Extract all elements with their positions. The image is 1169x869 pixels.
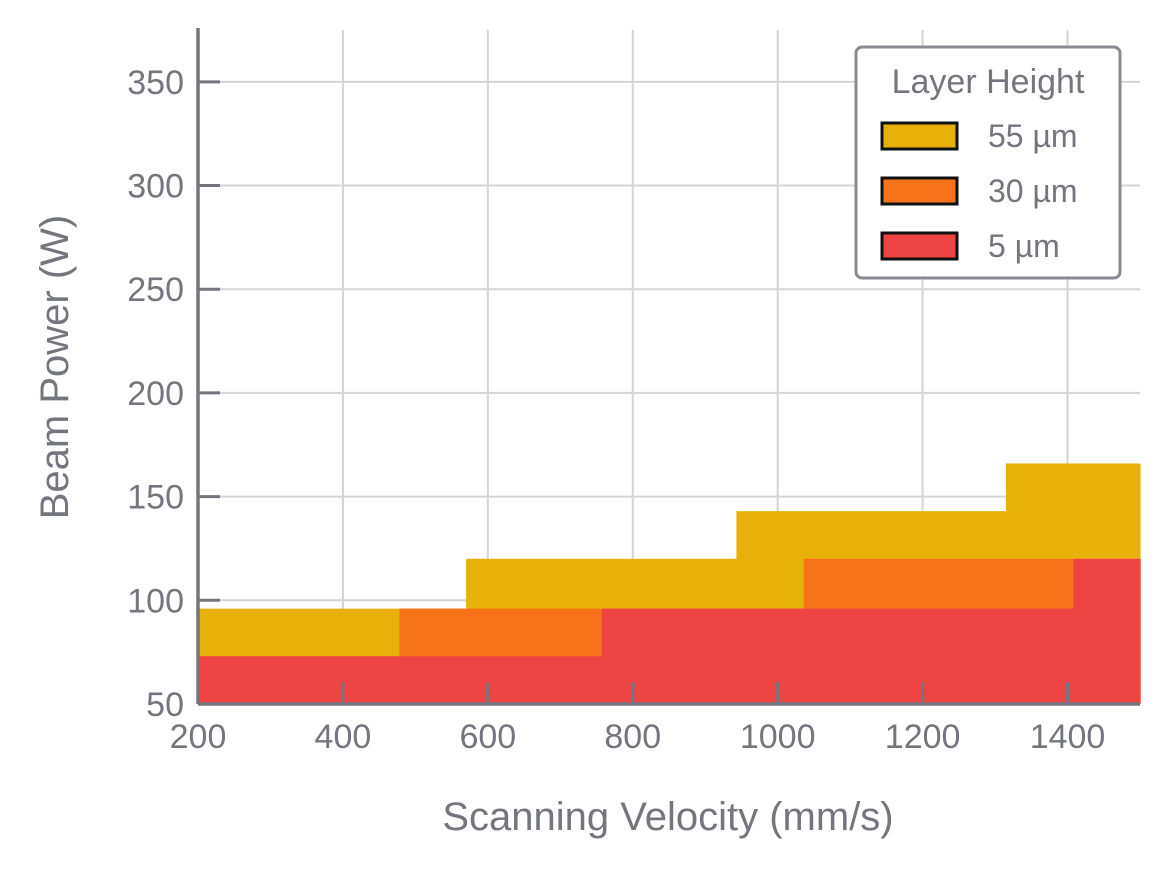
legend-title: Layer Height (892, 63, 1085, 101)
y-tick-label: 350 (127, 64, 184, 102)
x-ticks: 200 400 600 800 1000 1200 1400 (170, 682, 1106, 756)
x-tick-label: 800 (604, 718, 661, 756)
y-tick-label: 150 (127, 479, 184, 517)
y-tick-label: 200 (127, 375, 184, 413)
y-axis-title: Beam Power (W) (33, 215, 77, 520)
x-axis-title: Scanning Velocity (mm/s) (442, 795, 893, 839)
legend-swatch (880, 121, 959, 151)
y-ticks: 50 100 150 200 250 300 350 (127, 64, 220, 724)
legend: Layer Height 55 µm 30 µm 5 µm (854, 45, 1122, 280)
x-tick-label: 1400 (1030, 718, 1106, 756)
legend-label: 30 µm (988, 173, 1078, 209)
plot-areas (198, 463, 1141, 704)
area-step (198, 656, 603, 704)
legend-label: 55 µm (988, 118, 1078, 154)
axes (196, 28, 1140, 706)
series-2 (198, 558, 1141, 704)
y-tick-label: 50 (146, 686, 184, 724)
legend-swatch (880, 176, 959, 206)
legend-swatch (880, 231, 959, 261)
x-tick-label: 400 (315, 718, 372, 756)
y-tick-label: 250 (127, 271, 184, 309)
x-tick-label: 1200 (885, 718, 961, 756)
x-tick-label: 200 (170, 718, 227, 756)
x-tick-label: 1000 (740, 718, 816, 756)
legend-label: 5 µm (988, 228, 1060, 264)
area-step (1073, 558, 1141, 704)
area-step (601, 608, 1074, 704)
x-tick-label: 600 (459, 718, 516, 756)
y-tick-label: 100 (127, 582, 184, 620)
legend-box (854, 45, 1122, 280)
y-tick-label: 300 (127, 168, 184, 206)
